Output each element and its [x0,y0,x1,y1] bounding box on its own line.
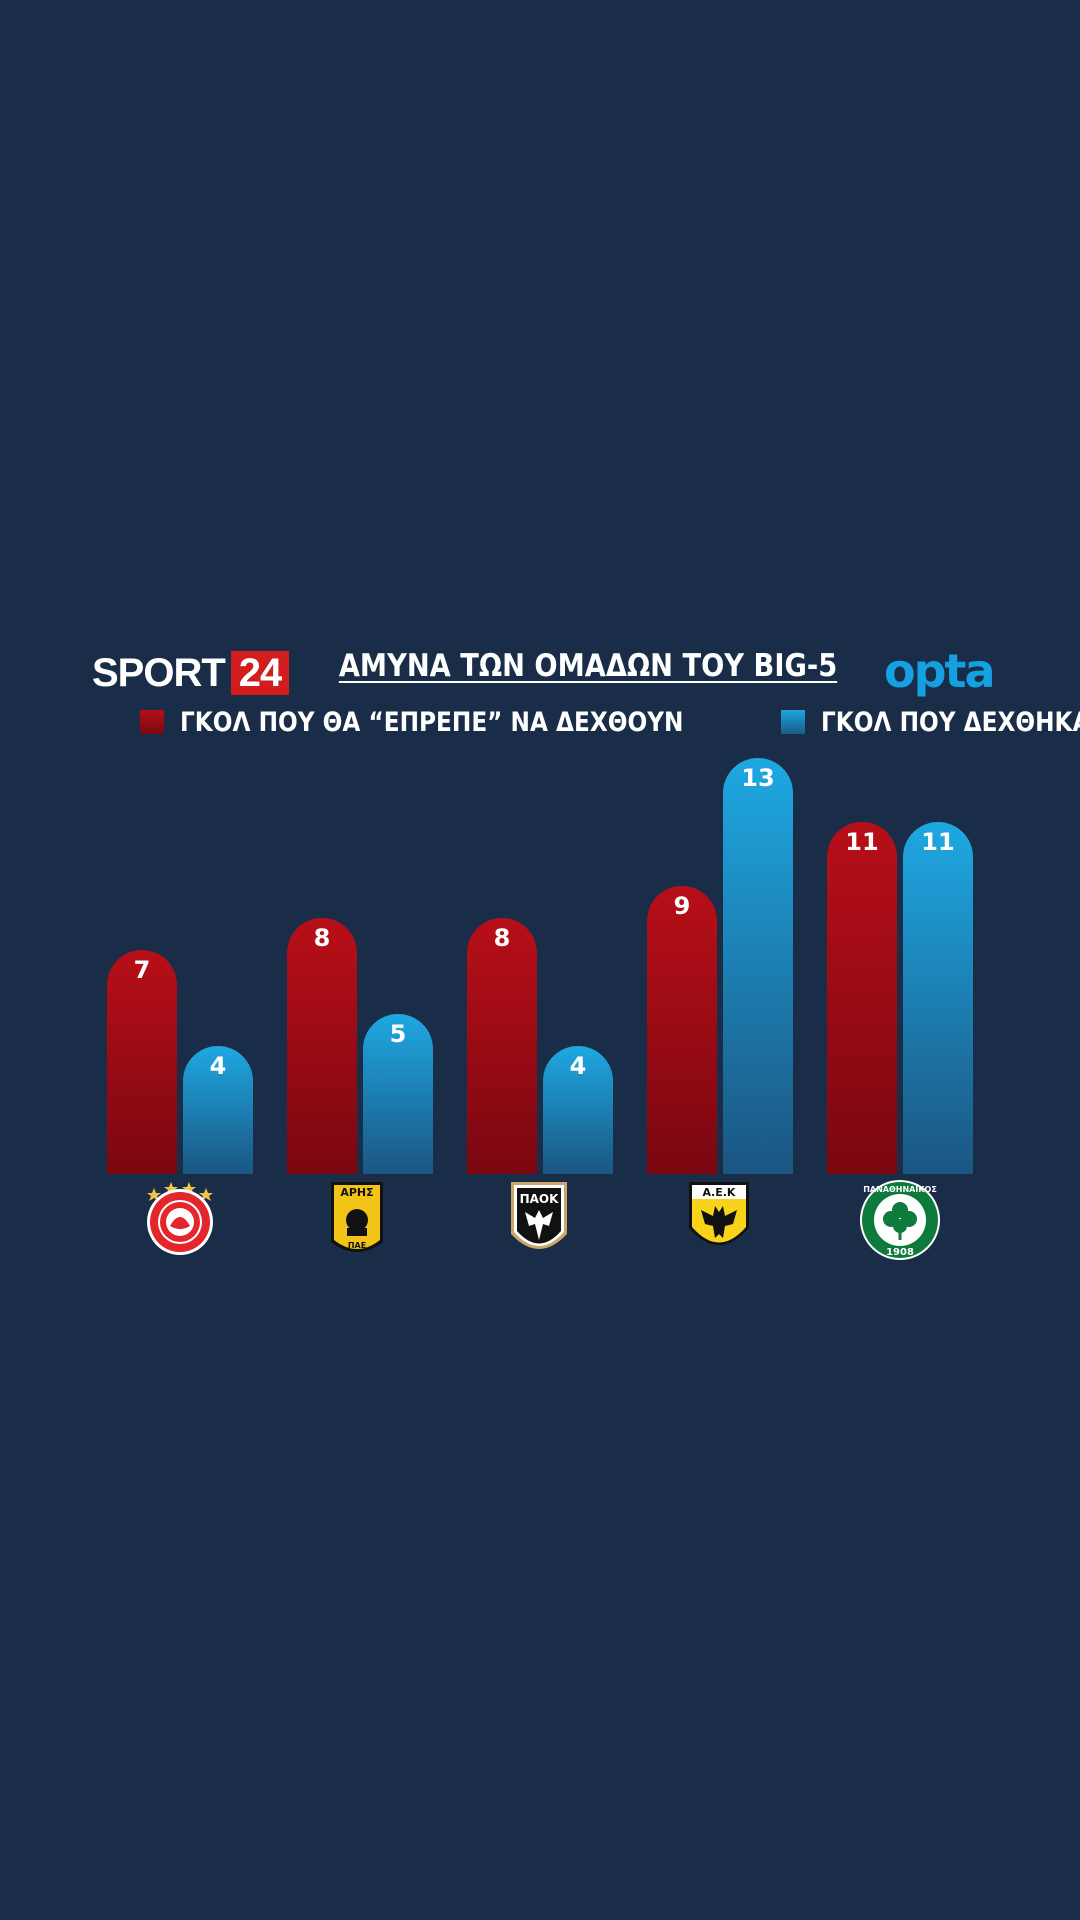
legend-swatch-conceded [781,710,806,734]
bar-expected-2 [287,918,357,1174]
panathinaikos-crest: ΠΑΝΑΘΗΝΑΪΚΟΣ 1908 [860,1180,940,1260]
bar-label-expected-1: 7 [134,956,151,984]
bar-conceded-1 [183,1046,253,1174]
opta-logo: opta [884,644,996,698]
svg-text:Α.Ε.Κ: Α.Ε.Κ [703,1186,736,1199]
brand-word: SPORT [92,651,226,695]
olympiacos-crest [147,1182,213,1255]
bar-label-conceded-5: 11 [921,828,954,856]
bar-expected-3 [467,918,537,1174]
bar-label-expected-2: 8 [314,924,331,952]
legend-swatch-expected [140,710,164,734]
sport24-logo: SPORT 24 [92,650,290,696]
bar-label-expected-3: 8 [494,924,511,952]
svg-text:ΠΑΕ: ΠΑΕ [348,1241,366,1250]
bar-expected-4 [647,886,717,1174]
legend-label-conceded: ΓΚΟΛ ΠΟΥ ΔΕΧΘΗΚΑΝ [821,706,1080,738]
paok-crest: ΠΑΟΚ [511,1182,567,1249]
svg-text:1908: 1908 [886,1247,914,1258]
svg-text:ΠΑΝΑΘΗΝΑΪΚΟΣ: ΠΑΝΑΘΗΝΑΪΚΟΣ [863,1184,937,1194]
bars-group: 7 4 8 5 8 4 9 13 11 11 [107,758,973,1174]
legend-item-expected: ΓΚΟΛ ΠΟΥ ΘΑ “ΕΠΡΕΠΕ” ΝΑ ΔΕΧΘΟΥΝ [140,707,765,738]
brand-number: 24 [230,651,290,695]
legend-label-expected: ΓΚΟΛ ΠΟΥ ΘΑ “ΕΠΡΕΠΕ” ΝΑ ΔΕΧΘΟΥΝ [180,706,684,738]
bar-label-conceded-1: 4 [210,1052,227,1080]
bar-conceded-5 [903,822,973,1174]
bar-label-conceded-2: 5 [390,1020,407,1048]
svg-text:ΠΑΟΚ: ΠΑΟΚ [520,1192,560,1206]
bar-label-conceded-3: 4 [570,1052,587,1080]
svg-text:ΑΡΗΣ: ΑΡΗΣ [340,1186,373,1199]
bar-conceded-3 [543,1046,613,1174]
bar-label-expected-5: 11 [845,828,878,856]
chart-legend: ΓΚΟΛ ΠΟΥ ΘΑ “ΕΠΡΕΠΕ” ΝΑ ΔΕΧΘΟΥΝ ΓΚΟΛ ΠΟΥ… [140,702,1080,742]
bar-label-expected-4: 9 [674,892,691,920]
bar-conceded-4 [723,758,793,1174]
bar-expected-1 [107,950,177,1174]
bar-label-conceded-4: 13 [741,764,774,792]
bar-expected-5 [827,822,897,1174]
aek-crest: Α.Ε.Κ [689,1182,749,1245]
bar-conceded-2 [363,1014,433,1174]
chart-title: ΑΜΥΝΑ ΤΩΝ ΟΜΑΔΩΝ ΤΟΥ BIG-5 [338,648,838,684]
legend-item-conceded: ΓΚΟΛ ΠΟΥ ΔΕΧΘΗΚΑΝ [781,707,1080,738]
aris-crest: ΑΡΗΣ ΠΑΕ [331,1182,383,1252]
